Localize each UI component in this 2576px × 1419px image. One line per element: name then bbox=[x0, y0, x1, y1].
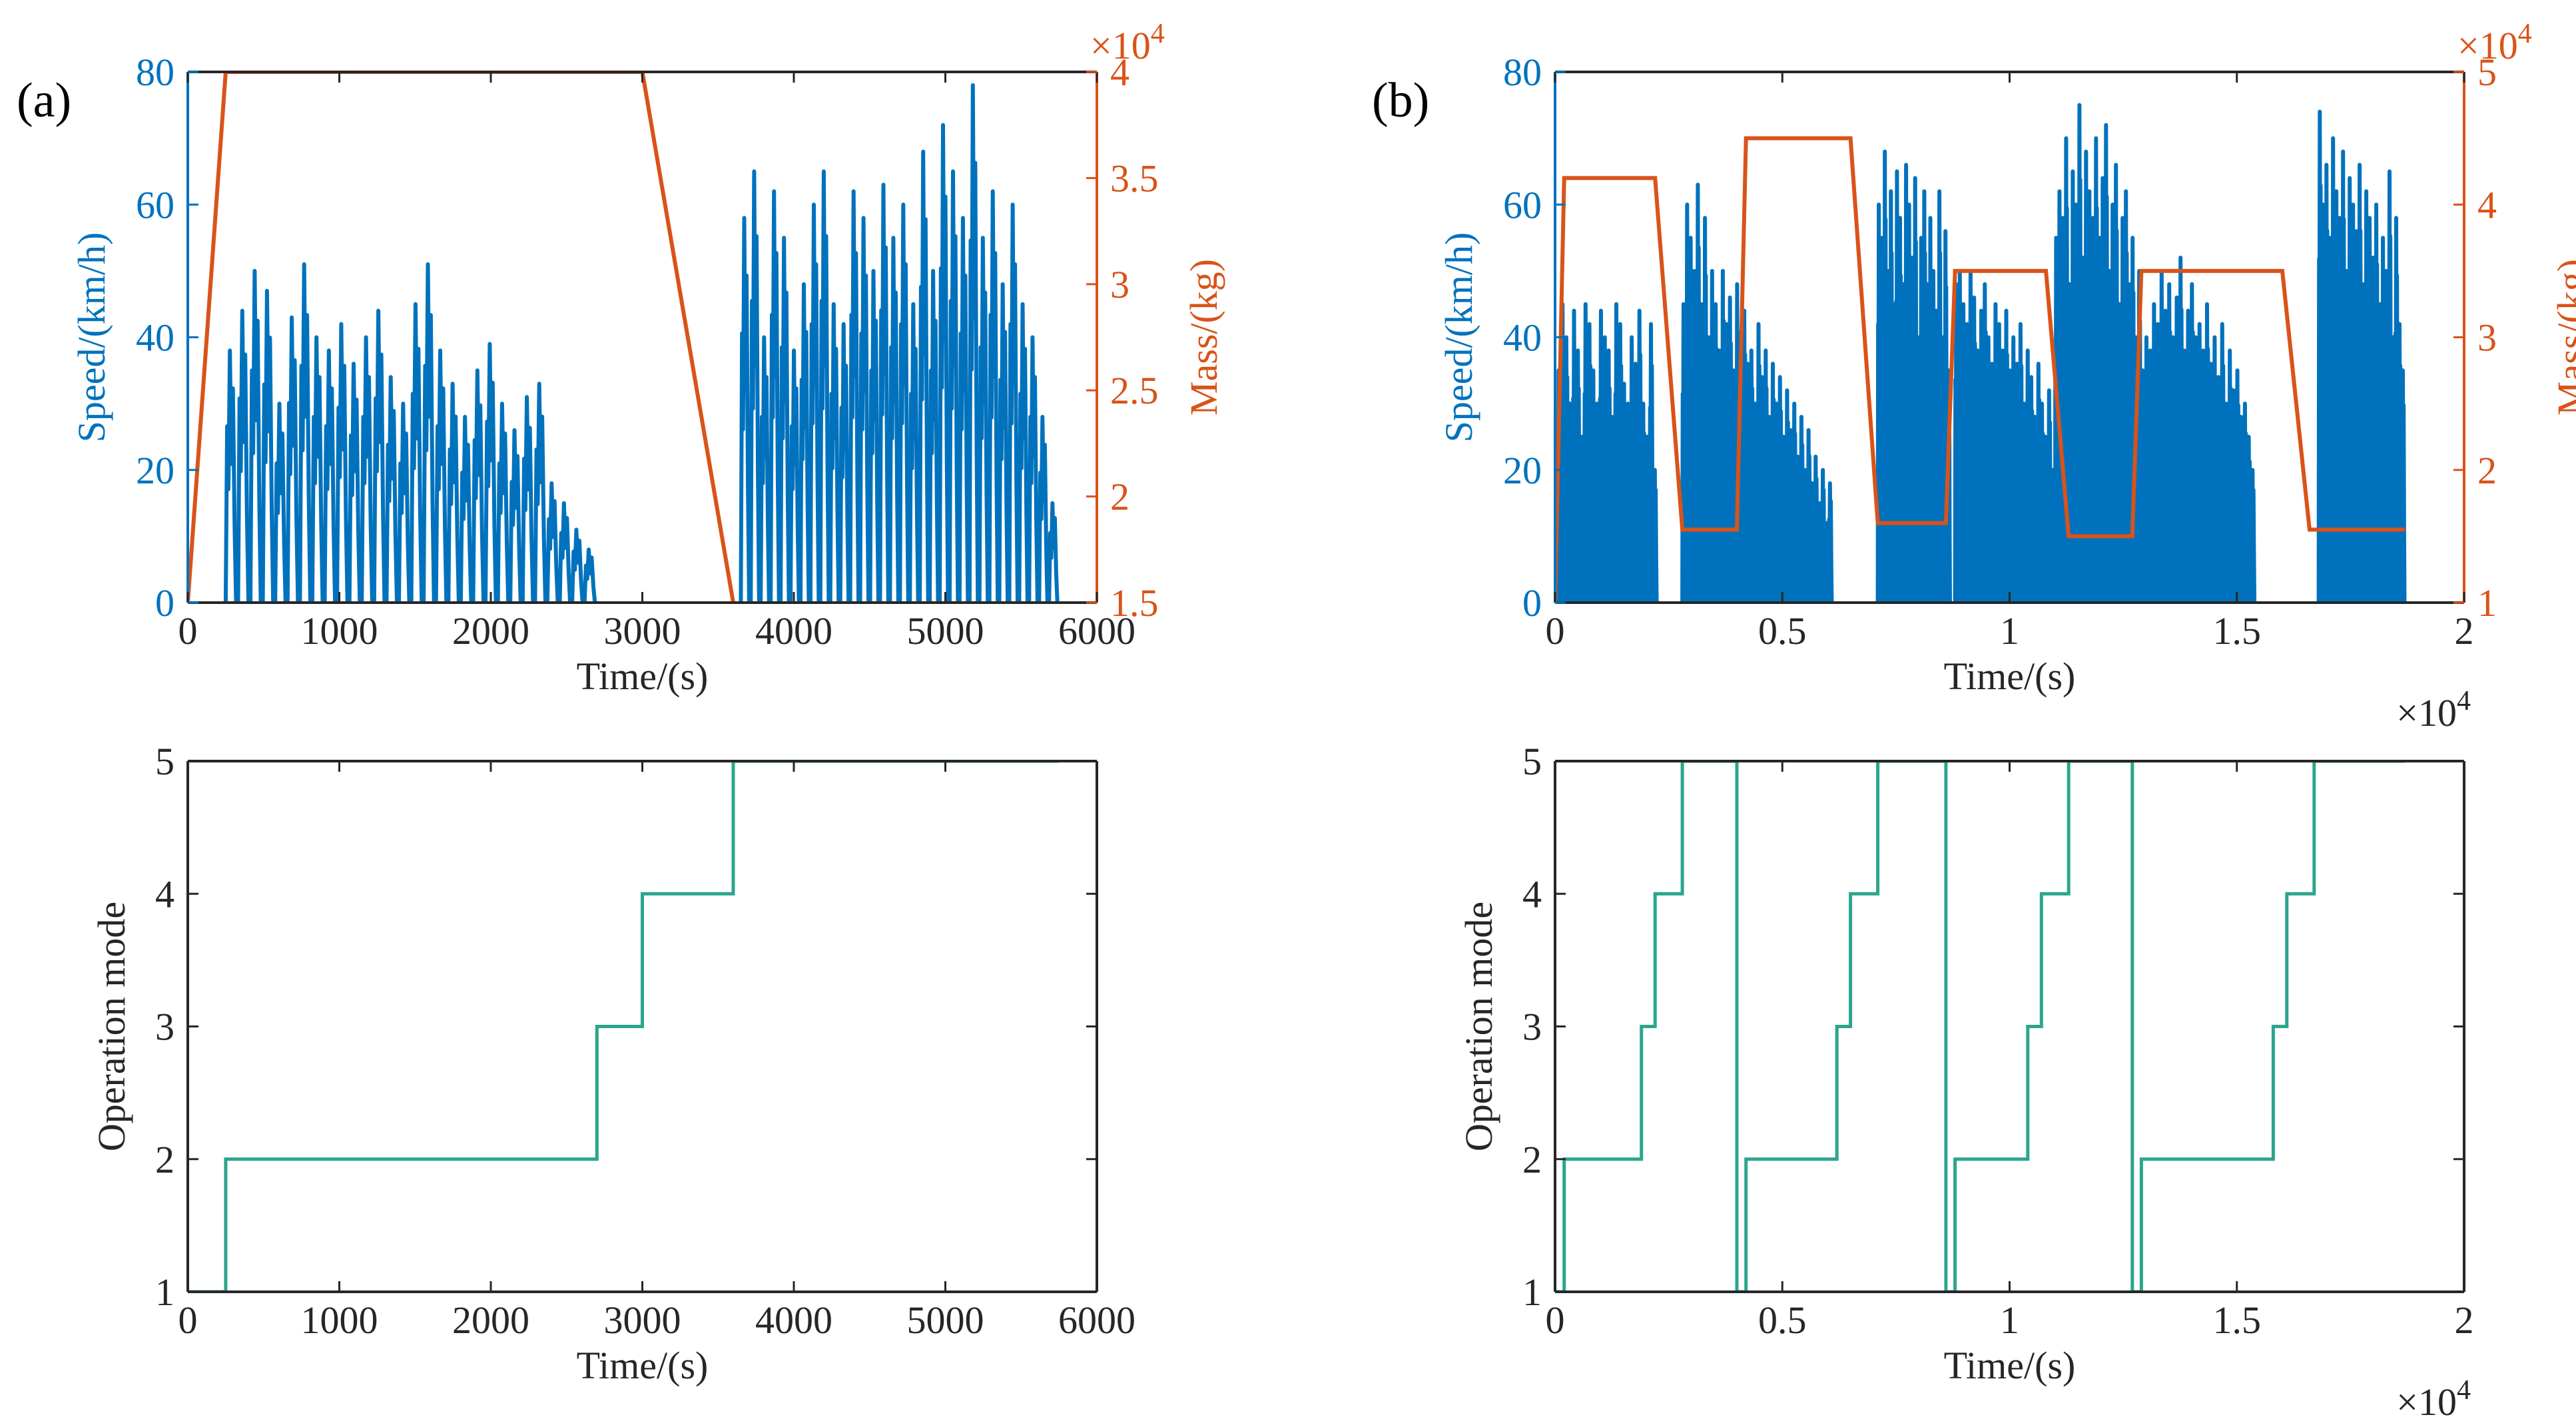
x-tick-label: 0.5 bbox=[1758, 609, 1807, 653]
y-right-multiplier-exponent: 4 bbox=[2518, 19, 2532, 49]
y-right-multiplier: ×104 bbox=[2457, 19, 2532, 67]
x-tick-label: 6000 bbox=[1058, 609, 1135, 653]
y-axis-label: Operation mode bbox=[1457, 902, 1500, 1151]
x-tick-label: 4000 bbox=[755, 609, 832, 653]
y-tick-label-right: 2 bbox=[1110, 475, 1129, 519]
x-tick-label: 1.5 bbox=[2213, 1298, 2262, 1342]
x-axis-label: Time/(s) bbox=[577, 655, 709, 698]
x-tick-label: 0.5 bbox=[1758, 1298, 1807, 1342]
y-tick-label-right: 1.5 bbox=[1110, 581, 1159, 625]
y-axis-label-right: Mass/(kg) bbox=[1182, 259, 1225, 416]
y-tick-label-left: 20 bbox=[1503, 449, 1542, 492]
y-tick-label-left: 80 bbox=[1503, 51, 1542, 94]
y-tick-label-right: 3 bbox=[1110, 263, 1129, 306]
y-tick-label-left: 20 bbox=[136, 449, 174, 492]
x-tick-label: 2 bbox=[2455, 609, 2474, 653]
x-tick-label: 6000 bbox=[1058, 1298, 1135, 1342]
x-multiplier-exponent: 4 bbox=[2457, 686, 2471, 716]
y-tick-label-left: 40 bbox=[136, 316, 174, 360]
y-tick-label: 3 bbox=[155, 1005, 174, 1049]
y-tick-label-left: 0 bbox=[155, 581, 174, 625]
plot-area bbox=[1555, 103, 2407, 603]
x-tick-label: 1.5 bbox=[2213, 609, 2262, 653]
x-multiplier: ×104 bbox=[2396, 1375, 2471, 1419]
mass-series-line bbox=[1555, 136, 2406, 603]
x-axis-label: Time/(s) bbox=[577, 1344, 709, 1387]
x-tick-label: 0 bbox=[1546, 609, 1565, 653]
x-tick-label: 0 bbox=[1546, 1298, 1565, 1342]
x-axis-label: Time/(s) bbox=[1944, 655, 2076, 698]
y-tick-label: 2 bbox=[1522, 1138, 1542, 1181]
y-tick-label: 2 bbox=[155, 1138, 174, 1181]
x-tick-label: 4000 bbox=[755, 1298, 832, 1342]
y-tick-label-right: 5 bbox=[2477, 51, 2497, 94]
y-axis-label-right: Mass/(kg) bbox=[2549, 259, 2576, 416]
y-right-multiplier: ×104 bbox=[1090, 19, 1165, 67]
speed-series-line bbox=[223, 83, 1060, 603]
plot-area bbox=[1555, 761, 2406, 1292]
panel-b-label: (b) bbox=[1372, 73, 1429, 128]
y-tick-label: 5 bbox=[1522, 740, 1542, 783]
x-tick-label: 2 bbox=[2455, 1298, 2474, 1342]
chart-a-bottom: 0 1000 2000 3000 4000 5000 6000 Time/(s) 1 2 3 4 5 Op… bbox=[90, 740, 1135, 1387]
x-tick-label: 0 bbox=[178, 1298, 198, 1342]
y-axis-label-left: Speed/(km/h) bbox=[1437, 232, 1480, 443]
x-multiplier: ×104 bbox=[2396, 686, 2471, 734]
y-tick-label: 1 bbox=[155, 1271, 174, 1314]
y-tick-label: 4 bbox=[155, 872, 174, 916]
y-tick-label-right: 3 bbox=[2477, 316, 2497, 360]
y-tick-label: 1 bbox=[1522, 1271, 1542, 1314]
x-tick-label: 2000 bbox=[452, 609, 529, 653]
x-axis-label: Time/(s) bbox=[1944, 1344, 2076, 1387]
y-tick-label-right: 2 bbox=[2477, 449, 2497, 492]
x-tick-label: 5000 bbox=[907, 1298, 984, 1342]
y-tick-label: 3 bbox=[1522, 1005, 1542, 1049]
y-tick-label-right: 2.5 bbox=[1110, 369, 1159, 412]
x-tick-label: 1000 bbox=[301, 1298, 378, 1342]
x-tick-label: 5000 bbox=[907, 609, 984, 653]
y-axis-label-left: Speed/(km/h) bbox=[70, 232, 113, 443]
y-tick-label-right: 4 bbox=[2477, 183, 2497, 226]
y-tick-label-left: 0 bbox=[1522, 581, 1542, 625]
y-tick-label-right: 4 bbox=[1110, 51, 1129, 94]
x-multiplier-exponent: 4 bbox=[2457, 1375, 2471, 1406]
y-tick-label: 5 bbox=[155, 740, 174, 783]
y-tick-label-right: 1 bbox=[2477, 581, 2497, 625]
chart-a-top: 0 1000 2000 3000 4000 5000 6000 Time/(s) 0 20 40 60… bbox=[70, 19, 1225, 698]
plot-area bbox=[188, 761, 1060, 1292]
x-multiplier-base: ×10 bbox=[2396, 691, 2457, 734]
plot-area bbox=[188, 72, 1060, 603]
y-tick-label-left: 60 bbox=[136, 183, 174, 226]
mode-step-line bbox=[1555, 761, 2406, 1292]
x-tick-label: 0 bbox=[178, 609, 198, 653]
y-right-multiplier-base: ×10 bbox=[1090, 24, 1151, 67]
y-tick-label-right: 3.5 bbox=[1110, 156, 1159, 200]
y-right-multiplier-base: ×10 bbox=[2457, 24, 2518, 67]
mass-series-line bbox=[188, 72, 735, 603]
x-tick-label: 1 bbox=[2000, 1298, 2019, 1342]
y-tick-label-left: 60 bbox=[1503, 183, 1542, 226]
chart-b-top: 0 0.5 1 1.5 2Time/(s)×10402040608012345Speed… bbox=[1437, 19, 2576, 734]
y-right-multiplier-exponent: 4 bbox=[1151, 19, 1165, 49]
x-tick-label: 3000 bbox=[604, 609, 681, 653]
mode-step-line bbox=[188, 761, 1060, 1292]
x-tick-label: 1 bbox=[2000, 609, 2019, 653]
y-tick-label-left: 40 bbox=[1503, 316, 1542, 360]
x-tick-label: 3000 bbox=[604, 1298, 681, 1342]
y-axis-label: Operation mode bbox=[90, 902, 133, 1151]
panel-a-label: (a) bbox=[17, 73, 71, 128]
y-tick-label-left: 80 bbox=[136, 51, 174, 94]
x-tick-label: 1000 bbox=[301, 609, 378, 653]
x-tick-label: 2000 bbox=[452, 1298, 529, 1342]
y-tick-label: 4 bbox=[1522, 872, 1542, 916]
x-multiplier-base: ×10 bbox=[2396, 1380, 2457, 1419]
